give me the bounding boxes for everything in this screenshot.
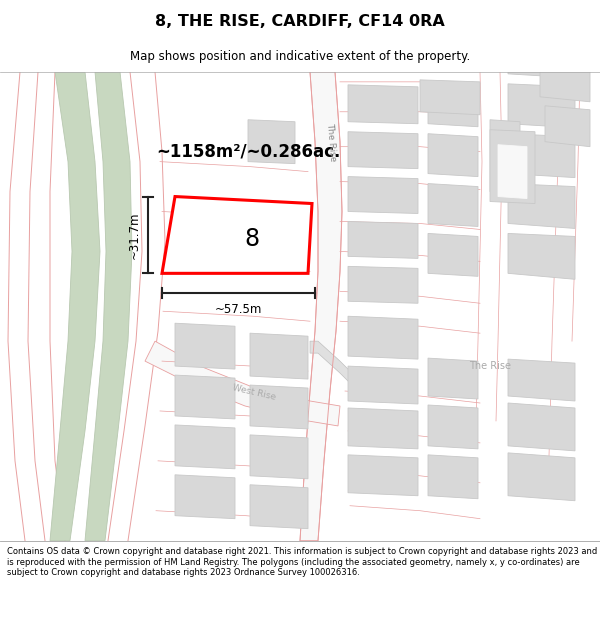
Text: Map shows position and indicative extent of the property.: Map shows position and indicative extent…	[130, 49, 470, 62]
Polygon shape	[162, 196, 312, 273]
Polygon shape	[348, 316, 418, 359]
Polygon shape	[175, 425, 235, 469]
Polygon shape	[348, 455, 418, 496]
Polygon shape	[428, 184, 478, 226]
Polygon shape	[250, 333, 308, 379]
Text: 8, THE RISE, CARDIFF, CF14 0RA: 8, THE RISE, CARDIFF, CF14 0RA	[155, 14, 445, 29]
Polygon shape	[508, 134, 575, 178]
Polygon shape	[250, 485, 308, 529]
Polygon shape	[508, 403, 575, 451]
Polygon shape	[248, 120, 295, 164]
Text: The Rise: The Rise	[325, 122, 337, 161]
Polygon shape	[508, 359, 575, 401]
Polygon shape	[348, 408, 418, 449]
Polygon shape	[508, 69, 575, 78]
Polygon shape	[508, 84, 575, 127]
Polygon shape	[428, 405, 478, 449]
Polygon shape	[428, 358, 478, 399]
Polygon shape	[50, 72, 100, 541]
Polygon shape	[175, 475, 235, 519]
Polygon shape	[428, 85, 478, 127]
Polygon shape	[508, 184, 575, 229]
Polygon shape	[540, 72, 590, 102]
Polygon shape	[310, 341, 380, 396]
Polygon shape	[428, 234, 478, 276]
Polygon shape	[85, 72, 132, 541]
Polygon shape	[428, 134, 478, 177]
Text: The Rise: The Rise	[469, 361, 511, 371]
Text: ~1158m²/~0.286ac.: ~1158m²/~0.286ac.	[156, 142, 340, 161]
Text: Contains OS data © Crown copyright and database right 2021. This information is : Contains OS data © Crown copyright and d…	[7, 548, 598, 577]
Polygon shape	[420, 80, 480, 115]
Polygon shape	[175, 323, 235, 369]
Text: ~57.5m: ~57.5m	[215, 303, 262, 316]
Polygon shape	[145, 341, 340, 426]
Polygon shape	[490, 130, 535, 204]
Polygon shape	[250, 385, 308, 429]
Polygon shape	[508, 234, 575, 279]
Polygon shape	[508, 453, 575, 501]
Polygon shape	[300, 72, 342, 541]
Polygon shape	[175, 375, 235, 419]
Polygon shape	[428, 455, 478, 499]
Polygon shape	[348, 221, 418, 258]
Text: 8: 8	[244, 228, 260, 251]
Polygon shape	[348, 132, 418, 169]
Polygon shape	[498, 144, 527, 199]
Polygon shape	[490, 120, 520, 194]
Polygon shape	[348, 366, 418, 404]
Polygon shape	[348, 177, 418, 214]
Polygon shape	[250, 435, 308, 479]
Polygon shape	[348, 85, 418, 124]
Text: ~31.7m: ~31.7m	[128, 211, 141, 259]
Text: West Rise: West Rise	[232, 384, 277, 402]
Polygon shape	[348, 266, 418, 303]
Polygon shape	[545, 106, 590, 147]
